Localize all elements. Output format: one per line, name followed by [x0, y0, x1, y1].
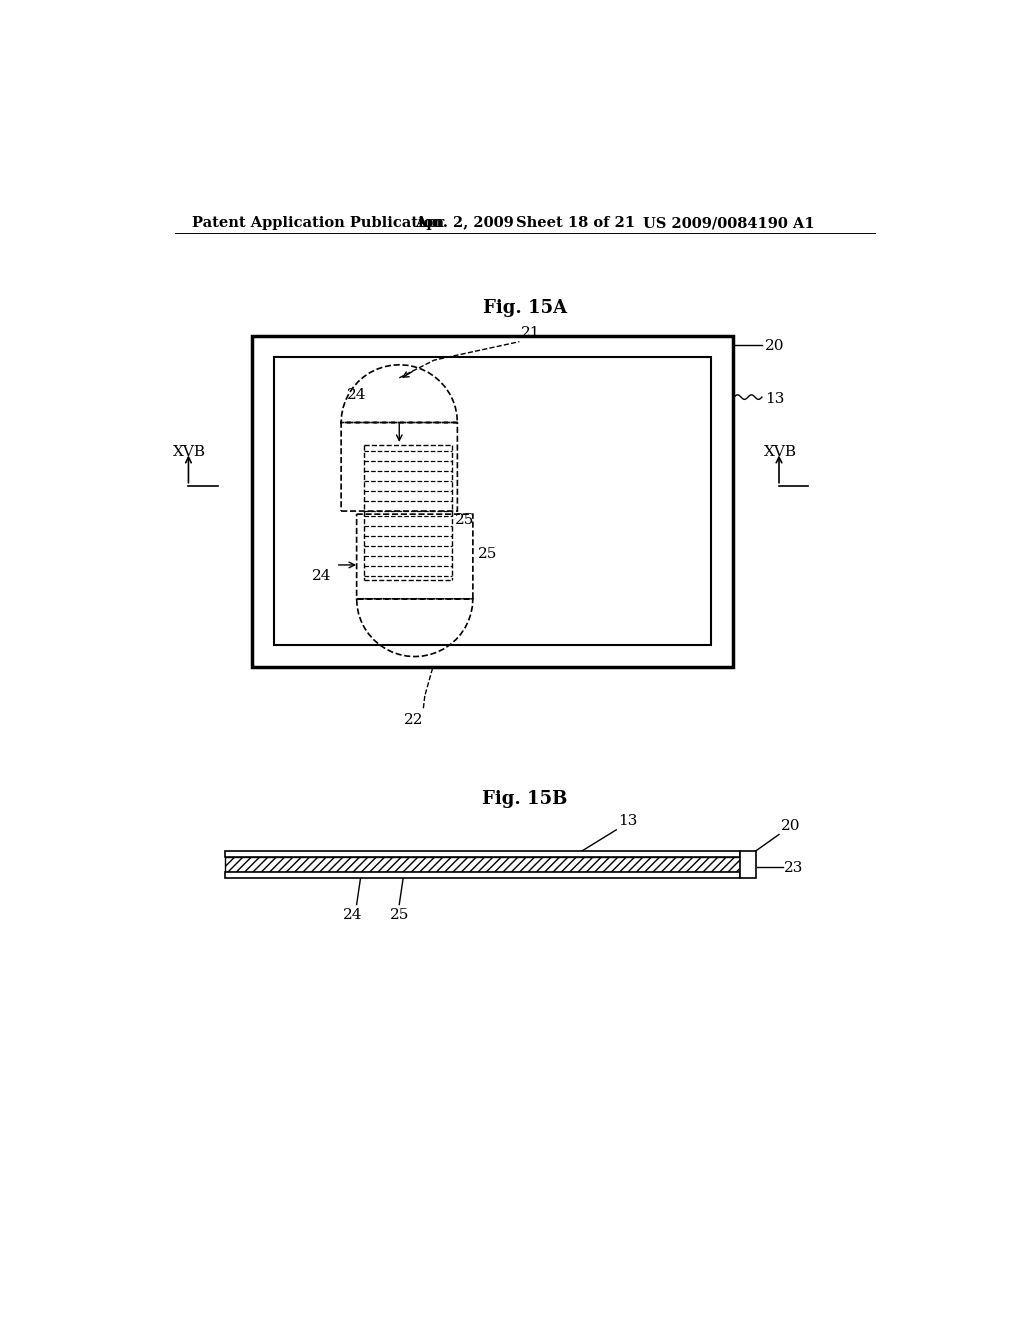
Text: 20: 20	[765, 339, 784, 354]
Text: 24: 24	[311, 569, 331, 583]
Text: 25: 25	[455, 512, 474, 527]
Bar	[225, 851, 740, 857]
Bar	[225, 857, 740, 873]
Bar	[225, 873, 740, 878]
Text: 22: 22	[403, 713, 423, 727]
Text: 13: 13	[617, 814, 637, 829]
Polygon shape	[740, 851, 756, 878]
Text: XVB: XVB	[764, 445, 797, 459]
Text: 13: 13	[765, 392, 784, 405]
Text: Fig. 15B: Fig. 15B	[482, 789, 567, 808]
Text: XVB: XVB	[173, 445, 206, 459]
Text: 24: 24	[343, 908, 362, 923]
Text: Apr. 2, 2009: Apr. 2, 2009	[415, 216, 513, 230]
Text: 25: 25	[478, 548, 498, 561]
Text: 25: 25	[389, 908, 409, 923]
Text: Sheet 18 of 21: Sheet 18 of 21	[515, 216, 635, 230]
Text: 23: 23	[784, 862, 804, 875]
Text: Patent Application Publication: Patent Application Publication	[191, 216, 443, 230]
Text: US 2009/0084190 A1: US 2009/0084190 A1	[643, 216, 815, 230]
Text: 21: 21	[521, 326, 541, 341]
Text: Fig. 15A: Fig. 15A	[482, 298, 567, 317]
Text: 24: 24	[346, 388, 366, 401]
Text: 20: 20	[780, 818, 800, 833]
